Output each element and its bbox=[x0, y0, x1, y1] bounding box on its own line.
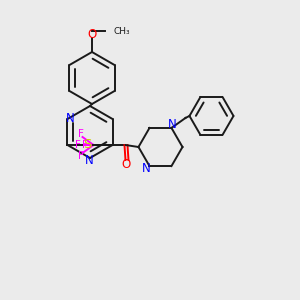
Text: N: N bbox=[168, 118, 177, 131]
Text: F: F bbox=[75, 140, 80, 150]
Text: F: F bbox=[82, 140, 88, 150]
Text: N: N bbox=[85, 154, 93, 167]
Text: N: N bbox=[66, 112, 75, 124]
Text: CH₃: CH₃ bbox=[113, 26, 130, 35]
Text: F: F bbox=[78, 151, 83, 161]
Text: O: O bbox=[122, 158, 131, 172]
Text: O: O bbox=[87, 28, 97, 41]
Text: F: F bbox=[78, 129, 83, 139]
Text: N: N bbox=[142, 162, 151, 175]
Text: S: S bbox=[83, 139, 92, 152]
